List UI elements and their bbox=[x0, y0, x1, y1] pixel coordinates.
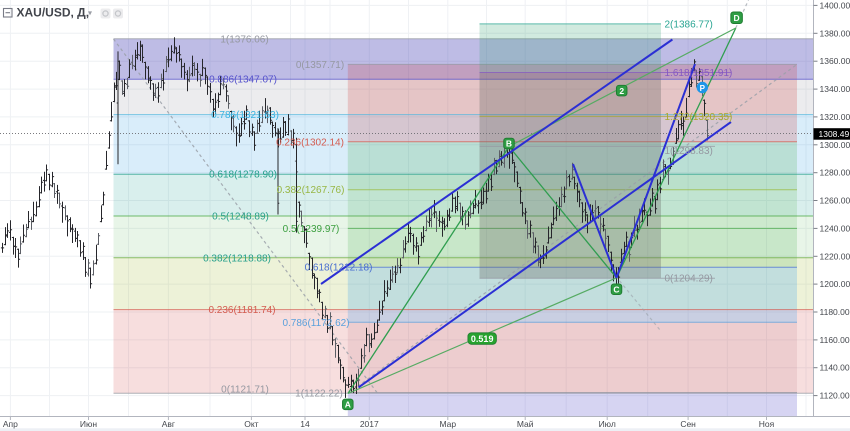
svg-text:1220.00: 1220.00 bbox=[820, 251, 850, 261]
svg-text:2: 2 bbox=[619, 86, 624, 96]
svg-text:0.236(1302.14): 0.236(1302.14) bbox=[276, 137, 344, 148]
svg-text:1360.00: 1360.00 bbox=[820, 56, 850, 66]
svg-text:1(1376.06): 1(1376.06) bbox=[220, 34, 268, 45]
svg-text:D: D bbox=[734, 13, 740, 23]
svg-text:XAU/USD, Д,: XAU/USD, Д, bbox=[17, 6, 90, 20]
svg-text:Ноя: Ноя bbox=[759, 419, 775, 429]
svg-text:1.618(1351.91): 1.618(1351.91) bbox=[665, 68, 733, 79]
svg-text:0.786(1172.62): 0.786(1172.62) bbox=[282, 318, 349, 329]
svg-text:1260.00: 1260.00 bbox=[820, 196, 850, 206]
svg-text:C: C bbox=[613, 285, 619, 295]
svg-text:0(1121.71): 0(1121.71) bbox=[221, 385, 269, 396]
svg-text:Апр: Апр bbox=[3, 419, 18, 429]
svg-text:0(1204.29): 0(1204.29) bbox=[665, 274, 713, 285]
svg-text:1160.00: 1160.00 bbox=[820, 335, 850, 345]
svg-text:1.272(1320.35): 1.272(1320.35) bbox=[665, 112, 733, 123]
svg-text:1400.00: 1400.00 bbox=[820, 0, 850, 10]
svg-text:Мар: Мар bbox=[439, 419, 456, 429]
svg-text:Сен: Сен bbox=[680, 419, 696, 429]
svg-text:1140.00: 1140.00 bbox=[820, 363, 850, 373]
svg-text:Окт: Окт bbox=[244, 419, 258, 429]
svg-text:0.618(1278.90): 0.618(1278.90) bbox=[209, 170, 277, 181]
svg-text:Июн: Июн bbox=[80, 419, 97, 429]
svg-text:0.5(1239.97): 0.5(1239.97) bbox=[283, 224, 340, 235]
svg-text:Май: Май bbox=[517, 419, 534, 429]
svg-text:Авг: Авг bbox=[162, 419, 175, 429]
svg-text:1(1122.22): 1(1122.22) bbox=[295, 389, 343, 400]
svg-text:1320.00: 1320.00 bbox=[820, 112, 850, 122]
svg-text:0.5(1248.89): 0.5(1248.89) bbox=[212, 212, 269, 223]
svg-text:1120.00: 1120.00 bbox=[820, 391, 850, 401]
svg-text:1(1298.83): 1(1298.83) bbox=[665, 146, 713, 157]
svg-text:1180.00: 1180.00 bbox=[820, 307, 850, 317]
svg-text:1380.00: 1380.00 bbox=[820, 28, 850, 38]
svg-text:0.886(1347.07): 0.886(1347.07) bbox=[209, 75, 277, 86]
svg-text:1300.00: 1300.00 bbox=[820, 140, 850, 150]
svg-text:1340.00: 1340.00 bbox=[820, 84, 850, 94]
svg-text:0(1357.71): 0(1357.71) bbox=[296, 60, 344, 71]
svg-text:1308.49: 1308.49 bbox=[819, 129, 850, 139]
svg-text:1240.00: 1240.00 bbox=[820, 223, 850, 233]
svg-text:Июл: Июл bbox=[599, 419, 616, 429]
svg-text:0.618(1212.18): 0.618(1212.18) bbox=[305, 263, 373, 274]
svg-text:▾: ▾ bbox=[88, 9, 92, 18]
svg-text:2017: 2017 bbox=[360, 419, 379, 429]
svg-text:0.236(1181.74): 0.236(1181.74) bbox=[208, 305, 275, 316]
svg-text:1280.00: 1280.00 bbox=[820, 168, 850, 178]
svg-text:2(1386.77): 2(1386.77) bbox=[665, 19, 713, 30]
svg-text:14: 14 bbox=[300, 419, 310, 429]
svg-text:P: P bbox=[700, 84, 706, 93]
svg-text:1200.00: 1200.00 bbox=[820, 279, 850, 289]
svg-text:0.519: 0.519 bbox=[471, 334, 494, 344]
svg-text:A: A bbox=[345, 400, 351, 410]
svg-text:0.786(1321.63): 0.786(1321.63) bbox=[211, 110, 279, 121]
svg-text:0.382(1267.76): 0.382(1267.76) bbox=[277, 185, 345, 196]
svg-text:0.382(1218.88): 0.382(1218.88) bbox=[203, 253, 271, 264]
svg-text:B: B bbox=[506, 139, 512, 149]
